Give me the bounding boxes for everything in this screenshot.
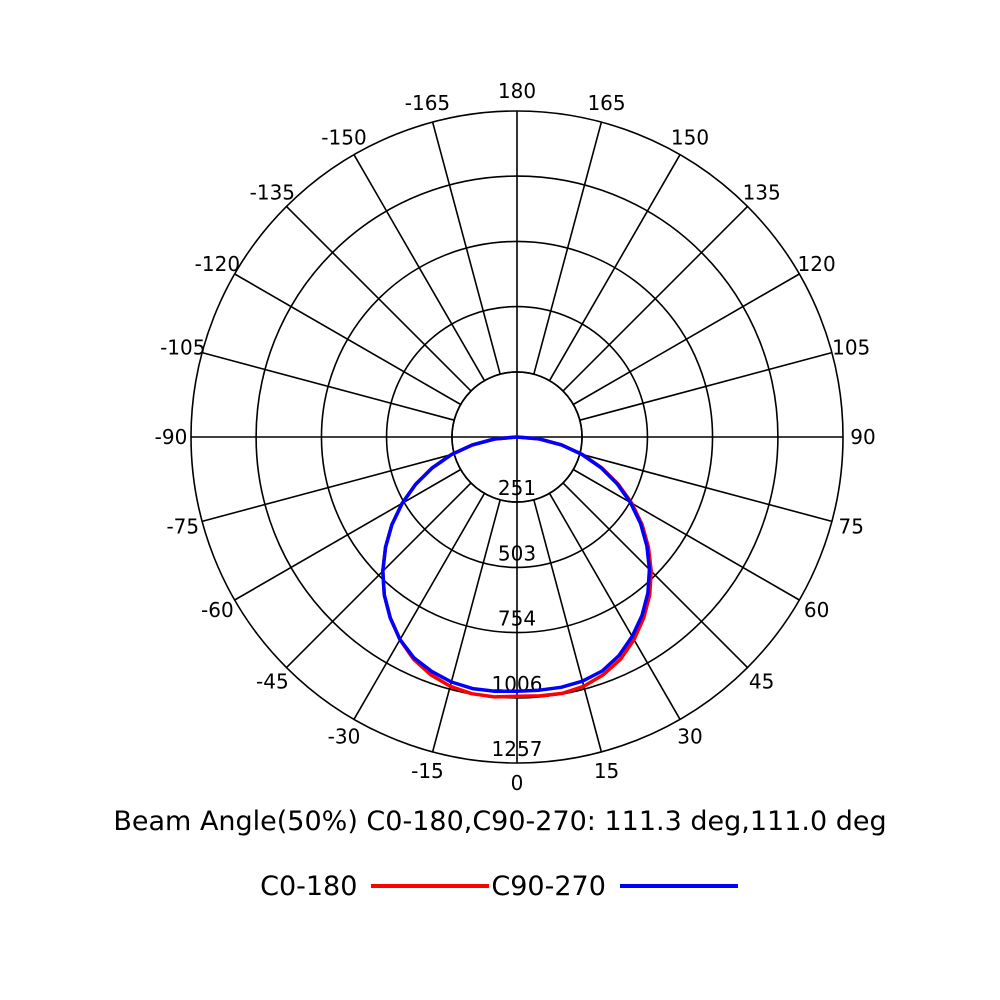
- angle-label: 150: [671, 125, 709, 149]
- legend-label-c0-180: C0-180: [260, 870, 358, 902]
- spoke-15: [533, 499, 603, 753]
- radial-tick-label: 503: [498, 541, 536, 565]
- angle-label: -45: [256, 670, 289, 694]
- radial-tick-label: 754: [498, 607, 536, 631]
- angle-label: 15: [594, 759, 619, 783]
- polar-grid-spokes: [191, 111, 843, 763]
- angle-label: -150: [321, 125, 366, 149]
- spoke--30: [353, 492, 486, 720]
- radial-tick-label: 1257: [492, 737, 543, 761]
- spoke-165: [533, 121, 603, 375]
- series-line-c90-270: [381, 435, 652, 693]
- angle-label: 165: [587, 91, 625, 115]
- spoke-75: [579, 453, 833, 523]
- spoke--105: [201, 351, 455, 421]
- spoke--60: [234, 468, 462, 601]
- spoke--120: [234, 273, 462, 406]
- spoke-30: [548, 492, 681, 720]
- angle-label: 75: [838, 515, 863, 539]
- spoke-150: [548, 154, 681, 382]
- angle-label: 135: [743, 180, 781, 204]
- angle-label: -15: [411, 759, 444, 783]
- angle-label: -75: [166, 515, 199, 539]
- legend-item-c90-270: C90-270: [491, 871, 740, 902]
- angle-label: 60: [804, 598, 829, 622]
- spoke--45: [285, 482, 472, 669]
- angle-label: 90: [850, 425, 875, 449]
- spoke--135: [285, 205, 472, 392]
- radial-tick-label: 251: [498, 476, 536, 500]
- beam-angle-note: Beam Angle(50%) C0-180,C90-270: 111.3 de…: [113, 806, 887, 837]
- angle-label: 105: [832, 335, 870, 359]
- spoke--165: [431, 121, 501, 375]
- spoke-120: [572, 273, 800, 406]
- angle-labels: 180 1651501351201059075604530150-15-30-45…: [155, 79, 876, 795]
- spoke--15: [431, 499, 501, 753]
- angle-label: -165: [405, 91, 450, 115]
- legend-swatch-c0-180: [371, 884, 490, 888]
- angle-label: -90: [155, 425, 188, 449]
- legend-item-c0-180: C0-180: [260, 871, 491, 902]
- spoke--150: [353, 154, 486, 382]
- angle-label: 30: [677, 725, 702, 749]
- angle-label: 45: [749, 670, 774, 694]
- legend-swatch-c90-270: [619, 884, 738, 888]
- spoke-105: [579, 351, 833, 421]
- spoke-135: [562, 205, 749, 392]
- angle-label: -60: [201, 598, 234, 622]
- legend-label-c90-270: C90-270: [491, 870, 606, 902]
- angle-label: 120: [798, 252, 836, 276]
- spoke-45: [562, 482, 749, 669]
- angle-label: -30: [328, 725, 361, 749]
- angle-label: -105: [160, 335, 205, 359]
- angle-label: 180: [498, 79, 536, 103]
- spoke-60: [572, 468, 800, 601]
- legend: C0-180 C90-270: [0, 866, 1000, 906]
- spoke--75: [201, 453, 455, 523]
- angle-label: -135: [250, 180, 295, 204]
- series-layer: [381, 435, 653, 699]
- angle-label: 0: [511, 771, 524, 795]
- angle-label: -120: [195, 252, 240, 276]
